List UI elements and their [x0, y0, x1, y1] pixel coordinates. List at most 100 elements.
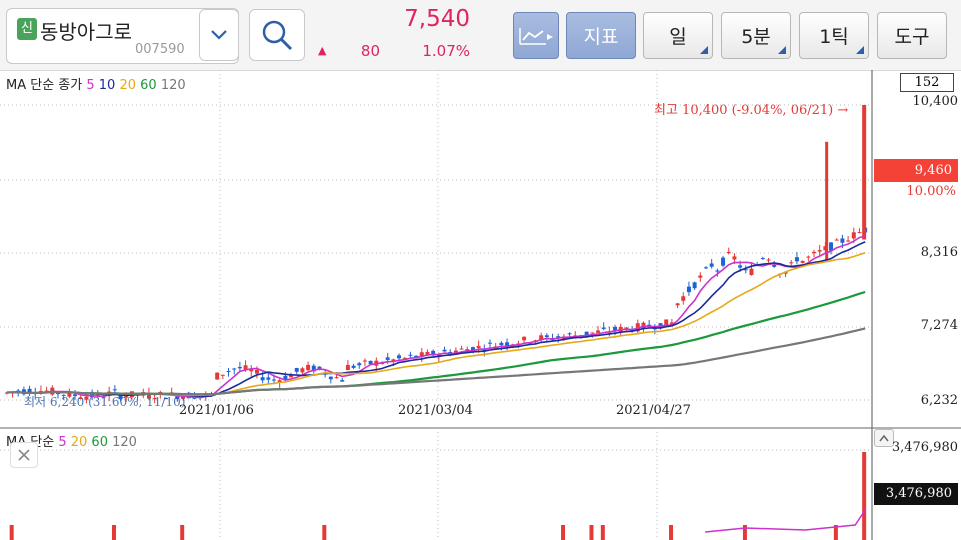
- chart-type-button[interactable]: [513, 12, 559, 59]
- candle-body: [289, 374, 294, 378]
- candle-body: [408, 354, 413, 356]
- candle-body: [459, 348, 464, 350]
- vol-ma-period: 20: [70, 435, 88, 450]
- candle-body: [237, 366, 242, 369]
- candle-body: [794, 257, 799, 262]
- candle-body: [772, 264, 777, 267]
- stock-dropdown-button[interactable]: [199, 9, 239, 61]
- price-ma-legend: MA 단순 종가 5 10 20 60 120: [6, 74, 186, 93]
- candle-body: [726, 251, 731, 254]
- candle-body: [317, 366, 322, 370]
- minute-button[interactable]: 5분: [721, 12, 791, 59]
- candle-body: [766, 259, 771, 261]
- volume-bar: [669, 525, 674, 540]
- candle-body: [152, 398, 157, 400]
- candle-body: [862, 105, 867, 240]
- candle-body: [749, 268, 754, 276]
- volume-ma-line: [705, 509, 866, 533]
- tools-button[interactable]: 도구: [877, 12, 947, 59]
- close-icon: [18, 449, 30, 461]
- price-axis-label: 6,232: [920, 393, 958, 408]
- candle-body: [78, 398, 83, 400]
- top-toolbar: 신 동방아그로 007590 7,540 ▲ 80 1.07% 지표 일 5분 …: [0, 0, 961, 71]
- candle-body: [806, 256, 811, 258]
- candle-body: [732, 256, 737, 260]
- search-icon: [262, 20, 293, 51]
- candle-body: [164, 398, 168, 400]
- candle-body: [738, 265, 743, 268]
- ma-line: [6, 290, 866, 396]
- candle-body: [397, 355, 402, 359]
- candle-body: [442, 349, 447, 352]
- candle-body: [84, 396, 89, 400]
- candle-body: [419, 352, 424, 357]
- close-volume-pane-button[interactable]: [10, 442, 38, 468]
- ma-period: 5: [86, 78, 95, 93]
- candle-body: [601, 327, 606, 329]
- candle-body: [73, 394, 78, 397]
- volume-bar: [742, 525, 747, 540]
- ma-line: [6, 252, 866, 397]
- ma-period: 10: [98, 78, 116, 93]
- candle-body: [243, 365, 248, 370]
- candle-body: [453, 350, 458, 353]
- candle-body: [522, 336, 527, 341]
- line-chart-icon: [519, 27, 553, 45]
- period-day-button[interactable]: 일: [643, 12, 713, 59]
- candle-body: [260, 377, 265, 381]
- stock-name: 동방아그로: [40, 20, 132, 44]
- price-change: 80: [360, 42, 380, 60]
- price-chart[interactable]: [0, 70, 961, 540]
- candle-body: [596, 330, 600, 333]
- price-change-pct: 1.07%: [422, 42, 470, 60]
- date-axis-label: 2021/01/06: [179, 403, 254, 418]
- new-listing-badge: 신: [17, 18, 37, 40]
- volume-bars: [9, 452, 867, 540]
- vol-ma-period: 5: [58, 435, 67, 450]
- candle-body: [67, 391, 72, 397]
- candle-body: [124, 396, 129, 398]
- candle-body: [311, 365, 316, 372]
- candle-body: [414, 355, 419, 358]
- pane-resize-button[interactable]: [874, 429, 894, 447]
- candle-body: [590, 332, 595, 334]
- candle-body: [146, 392, 151, 399]
- candle-body: [488, 342, 492, 344]
- candle-body: [505, 342, 510, 347]
- candle-body: [681, 296, 686, 301]
- candle-body: [112, 389, 117, 391]
- candle-body: [675, 303, 680, 306]
- tick-button[interactable]: 1틱: [799, 12, 869, 59]
- current-price: 7,540: [404, 6, 470, 32]
- candle-body: [402, 357, 407, 359]
- candle-body: [715, 270, 720, 272]
- moving-average-lines: [6, 235, 866, 399]
- candle-count-box[interactable]: 152: [900, 73, 954, 92]
- candle-body: [834, 239, 839, 241]
- volume-bar: [322, 525, 327, 540]
- candle-body: [44, 390, 49, 392]
- search-button[interactable]: [249, 9, 305, 61]
- candle-body: [613, 326, 618, 331]
- candle-body: [368, 360, 373, 365]
- candle-body: [181, 396, 186, 399]
- candle-body: [391, 359, 396, 362]
- candle-body: [829, 242, 834, 251]
- candlesticks: [4, 105, 868, 404]
- volume-bar: [561, 525, 566, 540]
- price-axis-label: 7,274: [920, 318, 958, 333]
- vol-ma-period: 120: [112, 435, 137, 450]
- candle-body: [425, 351, 430, 356]
- candle-body: [27, 388, 32, 394]
- dropdown-corner-icon: [856, 46, 864, 54]
- candle-body: [357, 363, 362, 366]
- volume-bar: [833, 525, 838, 540]
- indicator-button[interactable]: 지표: [566, 12, 636, 59]
- candle-body: [482, 349, 487, 351]
- candle-body: [567, 333, 572, 335]
- candle-body: [385, 357, 390, 360]
- candle-body: [783, 272, 788, 274]
- candle-body: [692, 282, 697, 289]
- candle-body: [294, 368, 299, 372]
- candle-body: [812, 251, 816, 254]
